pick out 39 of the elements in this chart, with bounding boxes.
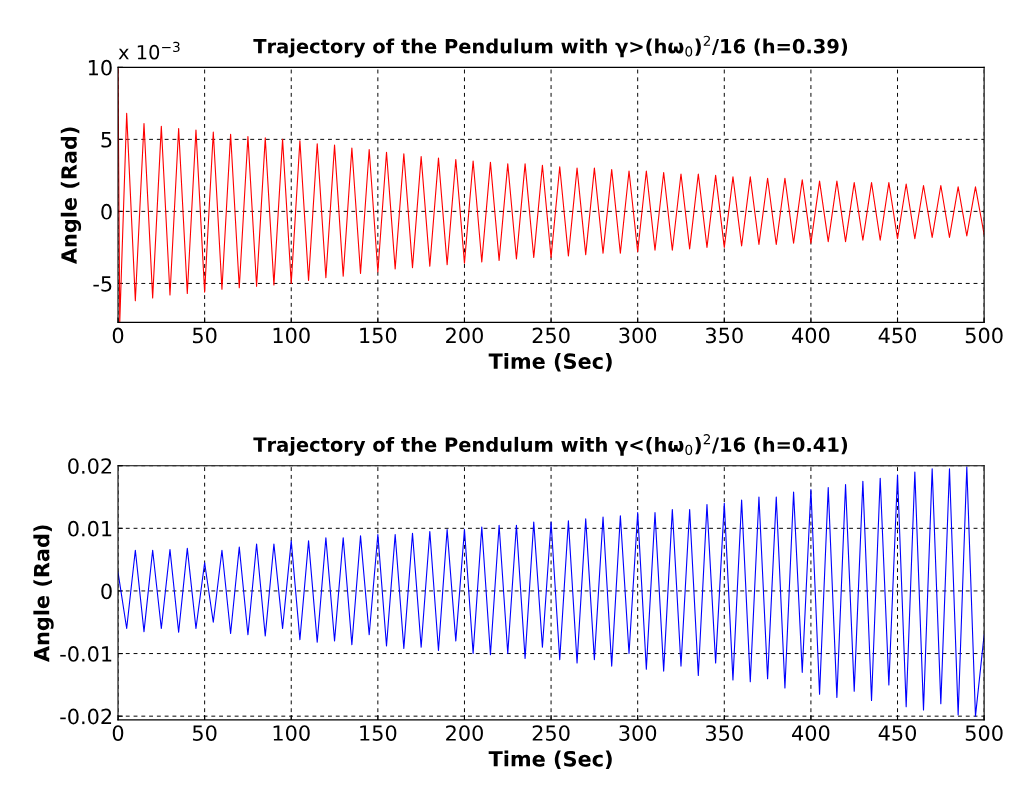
x-tick-label: 0 [112,327,124,344]
x-tick-label: 300 [619,725,657,741]
x-axis-title: Time (Sec) [488,352,612,372]
y-tick-label: -0.02 [60,708,112,725]
y-tick-label: 0.02 [68,458,112,474]
x-tick-label: 50 [192,725,217,741]
y-tick-label: 5 [101,132,112,148]
x-tick-label: 400 [792,327,830,344]
x-tick-label: 250 [532,327,570,344]
x-tick-label: 300 [619,327,657,344]
chart-title: Trajectory of the Pendulum with γ>(hω$_{0}$)$^{2}$/16 (h=0.39) [253,35,848,58]
y-tick-label: 0 [101,583,112,600]
x-tick-label: 200 [446,327,483,344]
text: x 10$^{−3}$ [118,41,180,60]
x-tick-label: 150 [360,725,397,741]
y-axis-title: Angle (Rad) [60,127,82,264]
x-tick-label: 250 [532,725,570,741]
y-axis-title: Angle (Rad) [33,525,54,662]
x-tick-label: 200 [446,725,483,741]
x-tick-label: 50 [192,327,217,344]
y-tick-label: -0.01 [60,646,112,662]
chart-title: Trajectory of the Pendulum with γ<(hω$_{0}$)$^{2}$/16 (h=0.41) [253,434,848,456]
y-tick-label: 10 [88,59,112,76]
x-tick-label: 350 [706,725,743,741]
x-tick-label: 100 [273,725,310,741]
x-tick-label: 450 [878,327,917,344]
x-tick-label: 450 [878,725,917,741]
x-tick-label: 0 [112,725,124,741]
x-tick-label: 150 [360,327,397,344]
x-tick-label: 100 [273,327,310,344]
line-series [118,466,985,717]
x-tick-label: 500 [965,327,1003,344]
y-tick-label: 0.01 [68,520,112,537]
x-tick-label: 500 [965,725,1003,741]
x-tick-label: 400 [792,725,830,741]
y-tick-label: -5 [93,276,112,292]
x-tick-label: 350 [706,327,743,344]
y-tick-label: 0 [101,203,112,220]
x-axis-title: Time (Sec) [488,750,612,770]
